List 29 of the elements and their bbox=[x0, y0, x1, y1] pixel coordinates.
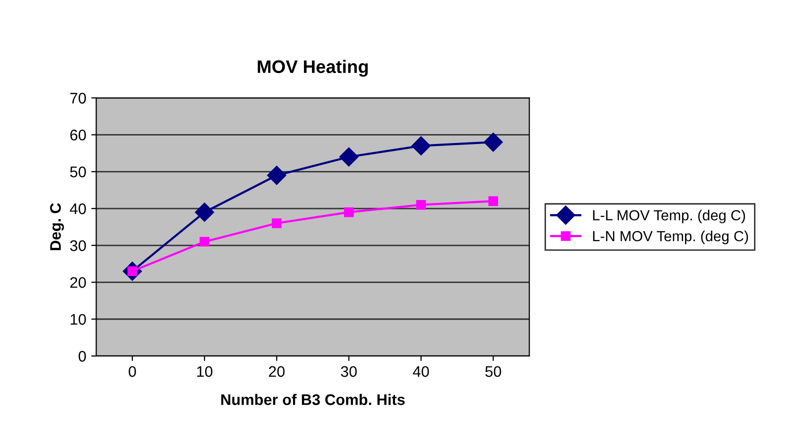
point bbox=[484, 132, 503, 152]
x-tick-label: 10 bbox=[197, 366, 212, 377]
point bbox=[344, 207, 354, 218]
point bbox=[200, 236, 210, 247]
point bbox=[416, 200, 426, 210]
x-tick-label: 20 bbox=[268, 366, 285, 377]
legend-label: L-L MOV Temp. (deg C) bbox=[593, 210, 746, 224]
y-tick-label: 10 bbox=[70, 314, 86, 325]
x-tick-label: 40 bbox=[412, 366, 429, 377]
x-tick-label: 30 bbox=[340, 366, 357, 377]
x-axis-title: Number of B3 Comb. Hits bbox=[221, 394, 405, 406]
point bbox=[488, 196, 498, 206]
point bbox=[272, 218, 282, 228]
y-tick-label: 50 bbox=[70, 166, 86, 178]
y-tick-label: 60 bbox=[70, 130, 86, 140]
y-tick-label: 0 bbox=[78, 350, 86, 362]
point bbox=[339, 147, 358, 166]
y-tick-label: 30 bbox=[70, 240, 86, 252]
y-tick-label: 20 bbox=[70, 277, 86, 288]
point bbox=[267, 166, 286, 185]
y-tick-label: 40 bbox=[70, 203, 86, 214]
x-tick-label: 0 bbox=[128, 366, 136, 377]
x-tick-label: 50 bbox=[485, 366, 502, 377]
y-axis-title: Deg. C bbox=[50, 203, 64, 250]
chart-title: MOV Heating bbox=[258, 60, 368, 77]
point bbox=[194, 202, 214, 222]
legend-label: L-N MOV Temp. (deg C) bbox=[593, 230, 748, 244]
point bbox=[412, 136, 431, 156]
y-tick-label: 70 bbox=[70, 92, 86, 104]
